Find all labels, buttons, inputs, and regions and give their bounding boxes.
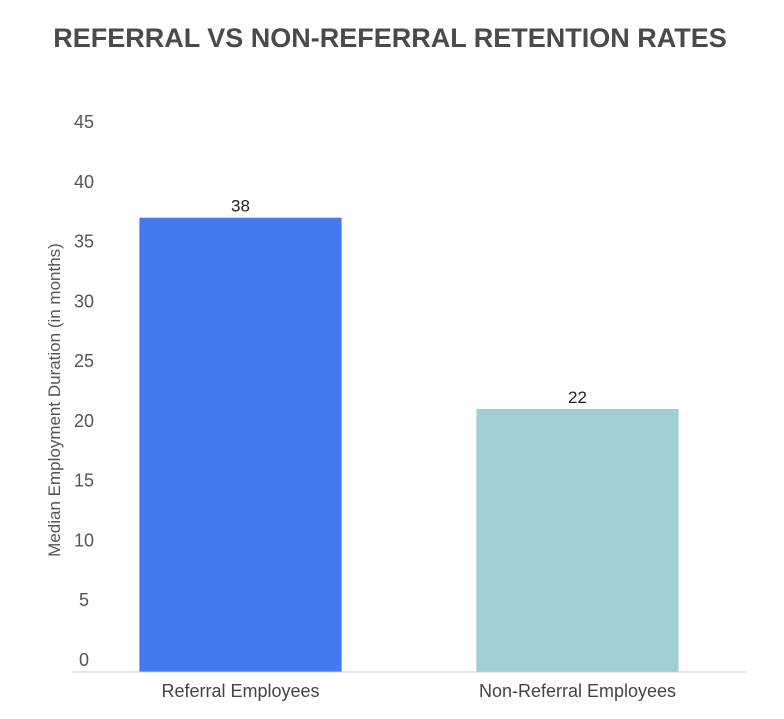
bar-value-label: 38 [231, 197, 250, 216]
y-axis-ticks: 0 5 10 15 20 25 30 35 40 45 [74, 112, 94, 670]
x-tick-label: Referral Employees [161, 681, 319, 701]
y-tick-label: 20 [74, 411, 94, 431]
y-tick-label: 15 [74, 471, 94, 491]
chart-title: REFERRAL VS NON-REFERRAL RETENTION RATES [53, 23, 727, 53]
bars [139, 217, 679, 672]
y-tick-label: 5 [79, 590, 89, 610]
y-tick-label: 40 [74, 172, 94, 192]
y-tick-label: 10 [74, 530, 94, 550]
data-labels: 38 22 [231, 197, 587, 407]
y-tick-label: 0 [79, 650, 89, 670]
bar-value-label: 22 [568, 388, 587, 407]
bar [476, 408, 679, 672]
x-tick-label: Non-Referral Employees [479, 681, 676, 701]
y-axis-title: Median Employment Duration (in months) [45, 243, 64, 557]
x-axis-ticks: Referral Employees Non-Referral Employees [161, 681, 676, 701]
bar [139, 217, 342, 672]
y-tick-label: 45 [74, 112, 94, 132]
y-tick-label: 25 [74, 351, 94, 371]
y-tick-label: 35 [74, 232, 94, 252]
y-tick-label: 30 [74, 291, 94, 311]
